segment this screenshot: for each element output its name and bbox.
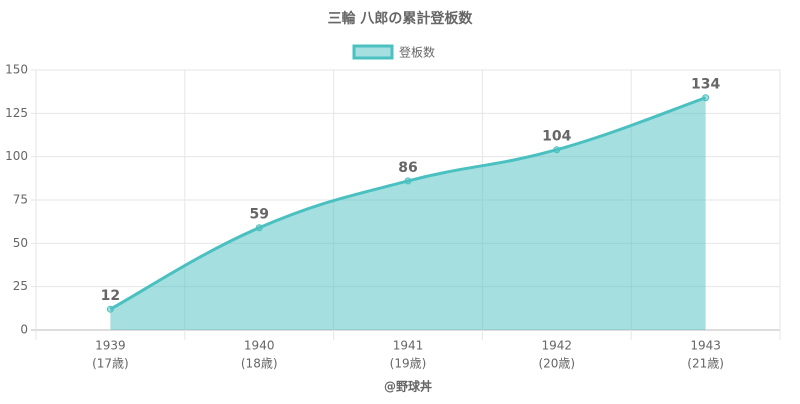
x-tick-label: (21歳)	[687, 357, 724, 371]
value-label: 104	[542, 129, 571, 145]
x-tick-label: (18歳)	[241, 357, 278, 371]
area-fill	[110, 97, 706, 330]
y-tick-label: 25	[13, 279, 28, 293]
point	[255, 224, 263, 232]
x-tick-label: (17歳)	[92, 357, 129, 371]
value-label: 59	[249, 207, 268, 223]
value-label: 86	[398, 160, 417, 176]
x-tick-label: 1940	[244, 339, 275, 353]
point	[106, 305, 114, 313]
y-tick-label: 50	[13, 236, 28, 250]
y-tick-label: 150	[5, 63, 28, 77]
value-label: 134	[691, 77, 720, 93]
y-tick-label: 125	[5, 106, 28, 120]
point	[553, 146, 561, 154]
y-tick-label: 75	[13, 193, 28, 207]
legend-swatch	[352, 44, 394, 60]
y-tick-label: 100	[5, 149, 28, 163]
x-tick-label: 1943	[690, 339, 721, 353]
x-tick-label: 1942	[542, 339, 573, 353]
value-label: 12	[101, 288, 120, 304]
y-tick-label: 0	[20, 323, 28, 337]
x-tick-label: 1939	[95, 339, 126, 353]
point	[702, 94, 710, 102]
chart-title: 三輪 八郎の累計登板数	[328, 10, 474, 27]
x-tick-label: (19歳)	[390, 357, 427, 371]
point	[404, 177, 412, 185]
legend-label: 登板数	[399, 45, 435, 60]
x-tick-label: 1941	[393, 339, 424, 353]
x-tick-label: (20歳)	[538, 357, 575, 371]
x-axis-label: @野球丼	[384, 379, 432, 394]
